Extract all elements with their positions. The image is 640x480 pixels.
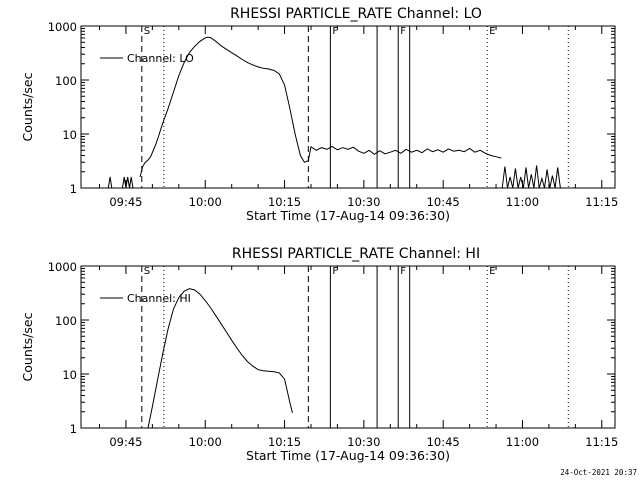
y-tick-label: 1000 [48,260,77,274]
marker-label: F [332,266,338,277]
x-tick-label: 10:00 [189,435,222,449]
series-line [147,288,293,429]
x-tick-label: 10:15 [268,435,301,449]
marker-label: F [400,26,406,37]
marker-label: F [400,266,406,277]
marker-label: E [489,266,495,277]
y-tick-label: 100 [55,74,77,88]
x-tick-label: 09:45 [109,195,142,209]
panel-lo: RHESSI PARTICLE_RATE Channel: LO 09:45 10:… [20,6,618,223]
plot-frame [80,25,616,189]
marker-label: S [144,266,150,277]
chart-title: RHESSI PARTICLE_RATE Channel: HI [232,246,480,262]
x-tick-label: 11:00 [506,435,539,449]
x-tick-label: 10:00 [189,195,222,209]
y-axis-label: Counts/sec [20,72,35,141]
x-tick-label: 10:45 [427,195,460,209]
x-tick-label: 11:00 [506,195,539,209]
x-tick-label: 11:15 [585,195,618,209]
series-line [121,176,134,189]
x-axis-label: Start Time (17-Aug-14 09:36:30) [246,208,450,223]
x-tick-label: 10:30 [347,195,380,209]
series-line [501,165,561,189]
timestamp: 24-Oct-2021 20:37 [560,468,637,477]
x-tick-label: 10:45 [427,435,460,449]
x-tick-label: 10:30 [347,435,380,449]
series-line [107,176,113,189]
x-tick-label: 11:15 [585,435,618,449]
chart-title: RHESSI PARTICLE_RATE Channel: LO [230,6,482,22]
y-tick-label: 1 [70,182,77,196]
y-axis-label: Counts/sec [20,312,35,381]
x-tick-label: 09:45 [109,435,142,449]
y-tick-label: 1 [70,422,77,436]
legend-label: Channel: HI [127,292,191,305]
series-line [307,145,502,161]
y-tick-label: 10 [62,368,77,382]
legend-label: Channel: LO [127,52,194,65]
marker-label: S [144,26,150,37]
x-tick-label: 10:15 [268,195,301,209]
y-tick-label: 100 [55,314,77,328]
series-line [139,36,309,178]
marker-label: F [332,26,338,37]
x-axis-label: Start Time (17-Aug-14 09:36:30) [246,448,450,463]
panel-hi: RHESSI PARTICLE_RATE Channel: HI 09:45 10:… [20,246,618,463]
plot-frame [80,265,616,429]
y-tick-label: 10 [62,128,77,142]
y-tick-label: 1000 [48,20,77,34]
marker-label: E [489,26,495,37]
